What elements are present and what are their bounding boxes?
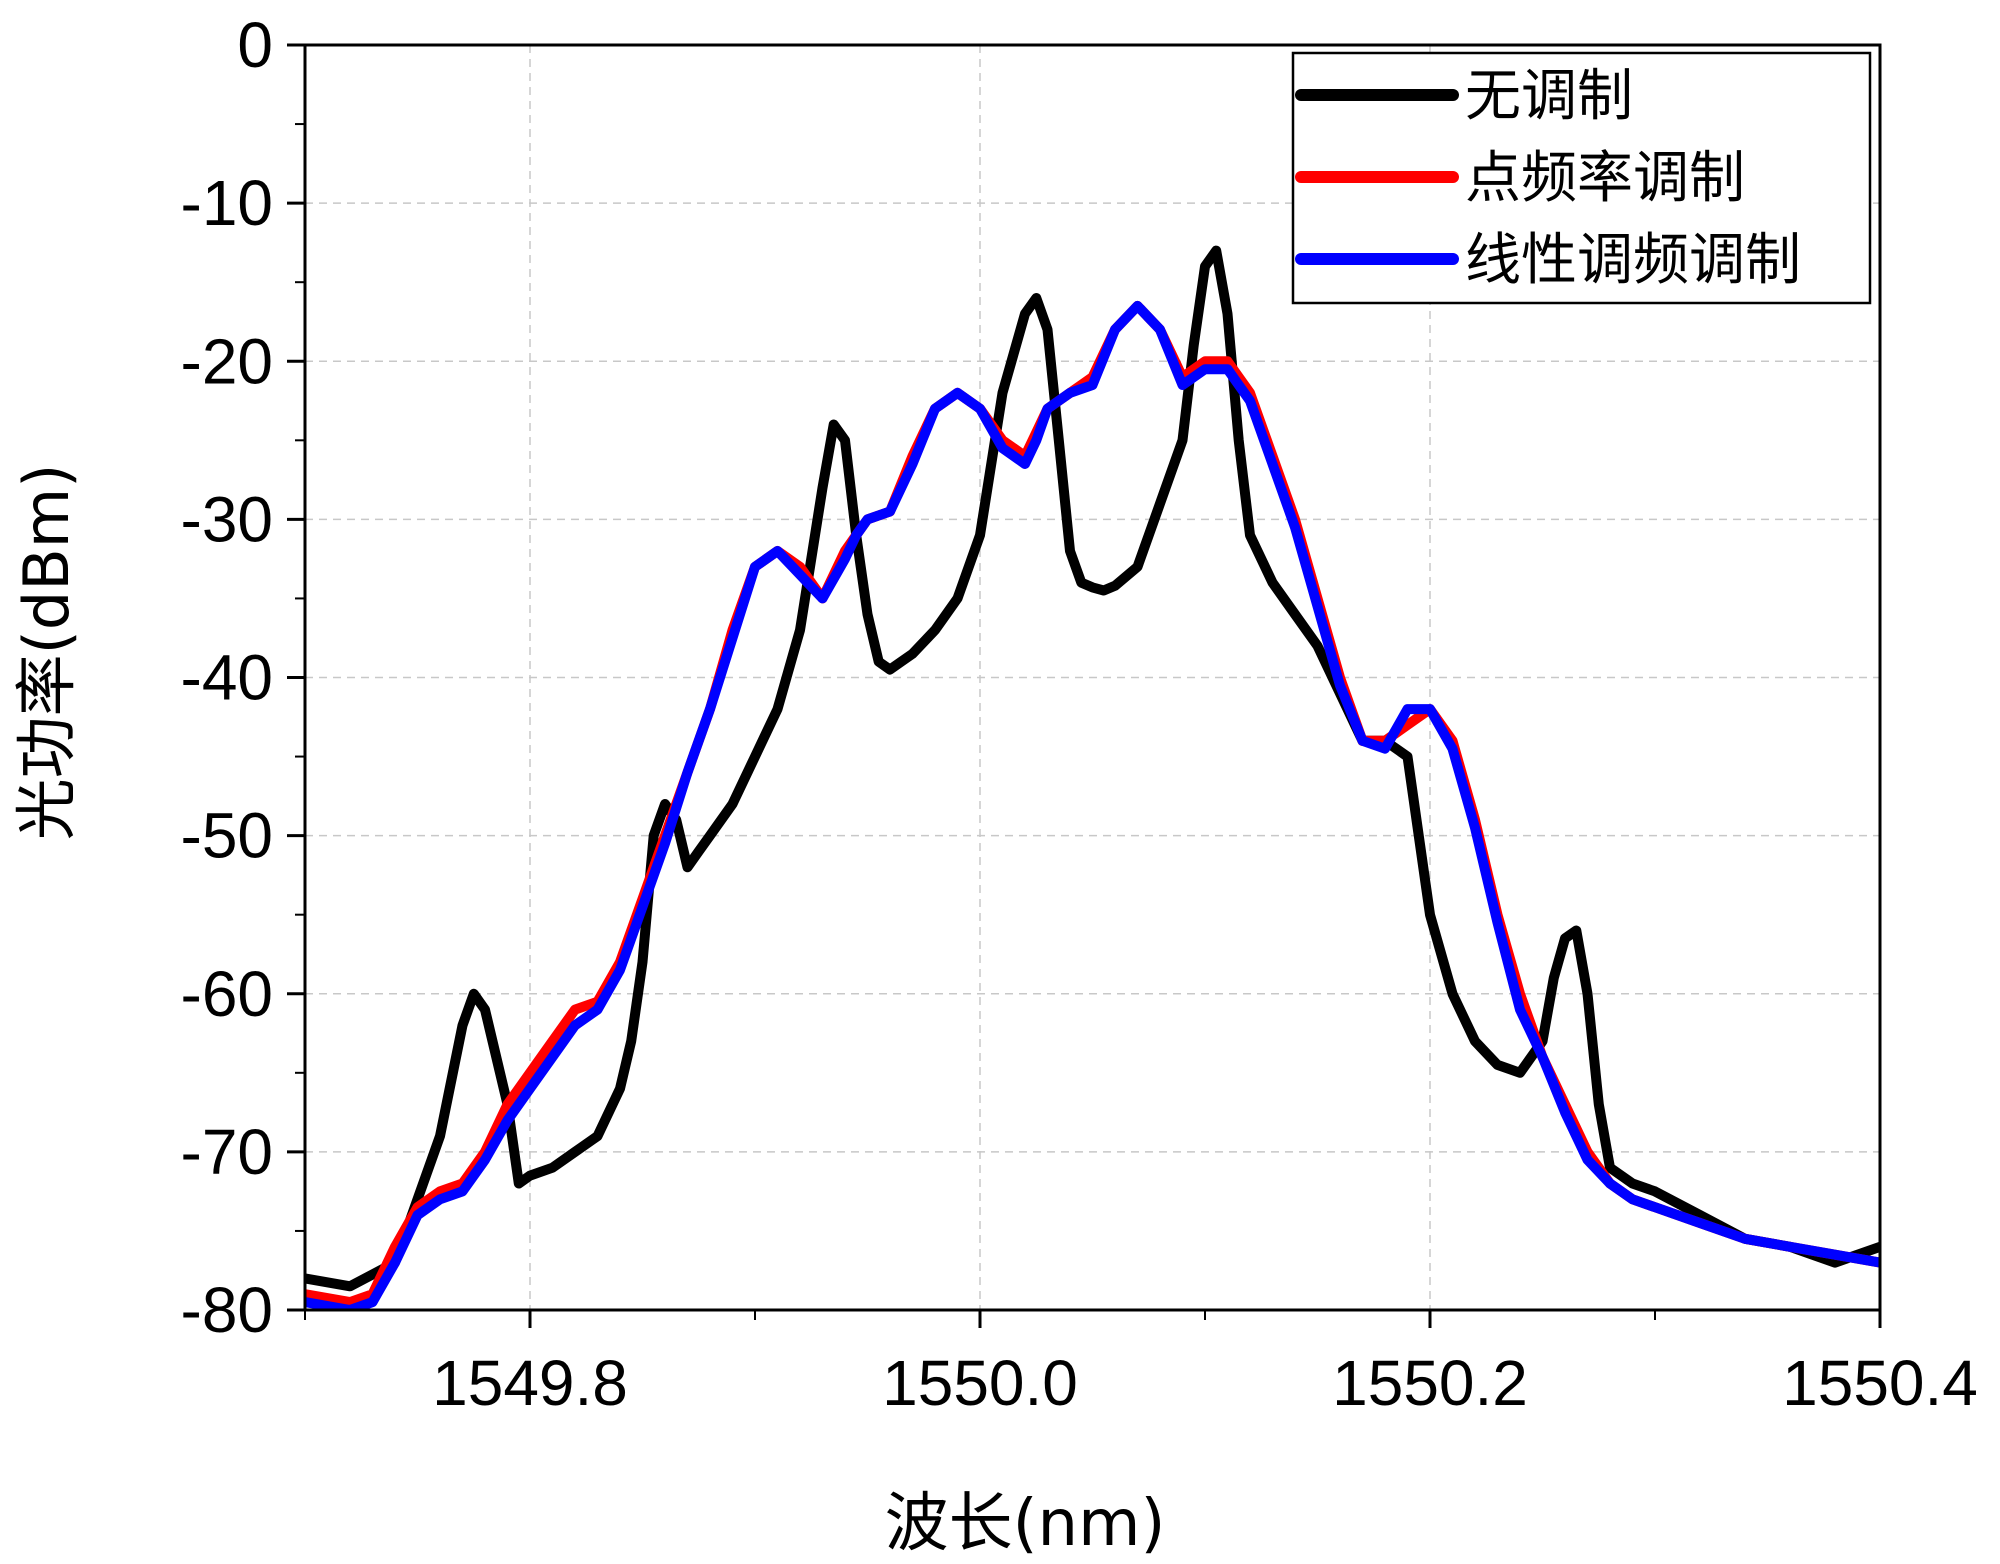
- y-tick-label: -40: [181, 642, 274, 714]
- y-axis-title: 光功率(dBm): [10, 464, 83, 841]
- y-tick-label: -60: [181, 958, 274, 1030]
- y-tick-label: -30: [181, 483, 274, 555]
- x-axis-title: 波长(nm): [885, 1487, 1166, 1561]
- y-tick-label: 0: [237, 9, 273, 81]
- series-group: [305, 245, 1880, 1310]
- x-tick-label: 1550.0: [882, 1347, 1078, 1419]
- series-line-2: [305, 300, 1880, 1310]
- legend-label-1: 点频率调制: [1465, 146, 1745, 211]
- x-tick-label: 1550.4: [1782, 1347, 1978, 1419]
- y-tick-label: -50: [181, 800, 274, 872]
- y-tick-label: -70: [181, 1116, 274, 1188]
- legend-label-2: 线性调频调制: [1465, 228, 1801, 293]
- series-line-0: [305, 245, 1880, 1292]
- series-line-1: [305, 300, 1880, 1308]
- x-tick-label: 1550.2: [1332, 1347, 1528, 1419]
- y-tick-label: -80: [181, 1274, 274, 1346]
- legend-label-0: 无调制: [1465, 64, 1633, 129]
- x-axis: 1549.8 1550.0 1550.2 1550.4: [304, 1310, 1978, 1419]
- x-tick-label: 1549.8: [432, 1347, 628, 1419]
- y-tick-label: -20: [181, 325, 274, 397]
- y-axis: 0 -10 -20 -30 -40 -50 -60 -70 -80: [181, 9, 305, 1346]
- y-tick-label: -10: [181, 167, 274, 239]
